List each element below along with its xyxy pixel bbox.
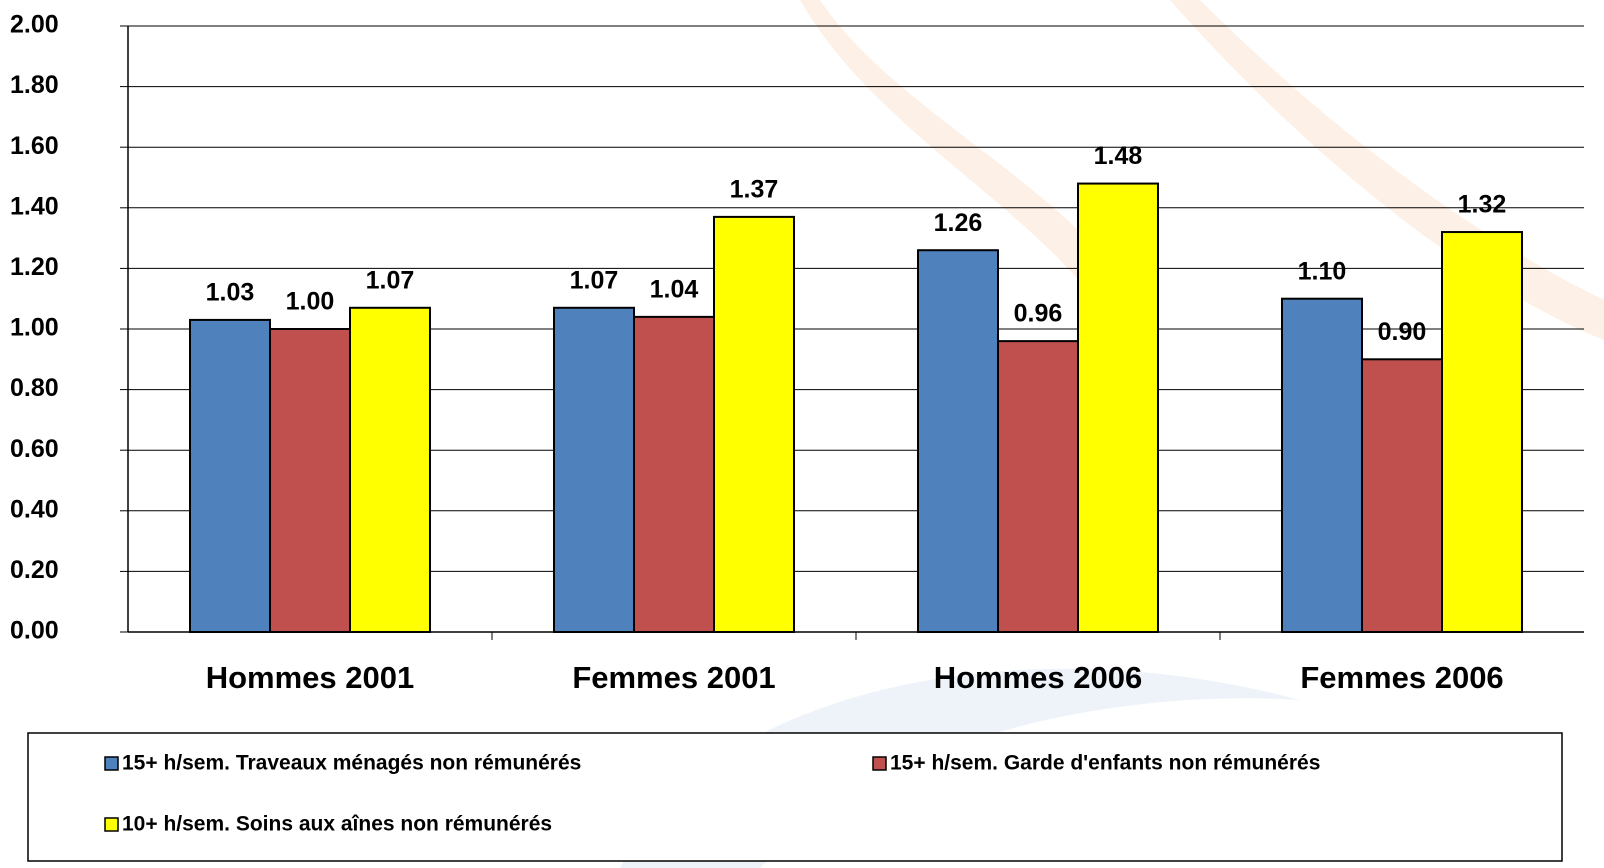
legend-label: 10+ h/sem. Soins aux aînes non rémunérés — [122, 813, 552, 836]
bar — [270, 329, 350, 632]
x-tick-label: Femmes 2001 — [572, 660, 775, 695]
y-tick-label: 2.00 — [10, 11, 59, 39]
y-tick-label: 0.80 — [10, 374, 59, 402]
y-tick-label: 1.40 — [10, 192, 59, 220]
x-tick-label: Hommes 2001 — [206, 660, 415, 695]
bar — [554, 308, 634, 632]
value-label: 1.10 — [1298, 257, 1347, 285]
bar — [918, 250, 998, 632]
bar — [1442, 232, 1522, 632]
bar — [634, 317, 714, 632]
legend-swatch — [873, 757, 886, 770]
bar — [1078, 184, 1158, 632]
bar — [998, 341, 1078, 632]
y-tick-label: 1.80 — [10, 71, 59, 99]
legend-label: 15+ h/sem. Garde d'enfants non rémunérés — [890, 752, 1320, 775]
value-label: 1.07 — [366, 266, 415, 294]
chart: 0.00 0.20 0.40 0.60 0.80 1.00 1.20 1.40 1.60 1.80… — [0, 0, 1604, 868]
value-label: 1.32 — [1458, 191, 1507, 219]
x-tick-label: Femmes 2006 — [1300, 660, 1503, 695]
y-tick-label: 0.00 — [10, 617, 59, 645]
y-tick-label: 1.60 — [10, 132, 59, 160]
value-label: 1.37 — [730, 175, 779, 203]
y-tick-label: 1.20 — [10, 253, 59, 281]
y-tick-label: 0.40 — [10, 495, 59, 523]
legend-swatch — [105, 818, 118, 831]
background-swash — [1170, 0, 1604, 340]
y-tick-label: 0.60 — [10, 435, 59, 463]
y-tick-label: 1.00 — [10, 314, 59, 342]
value-label: 0.90 — [1378, 318, 1427, 346]
value-label: 1.00 — [286, 288, 335, 316]
value-label: 1.04 — [650, 275, 699, 303]
bar — [350, 308, 430, 632]
y-tick-label: 0.20 — [10, 556, 59, 584]
value-label: 1.26 — [934, 209, 983, 237]
page: {"chart_data": {"type": "bar", "categori… — [0, 0, 1604, 868]
bar — [1282, 299, 1362, 632]
value-label: 1.03 — [206, 279, 255, 307]
bar — [190, 320, 270, 632]
bar — [714, 217, 794, 632]
legend-label: 15+ h/sem. Traveaux ménagés non rémunéré… — [122, 752, 581, 775]
bar — [1362, 359, 1442, 632]
value-label: 1.48 — [1094, 142, 1143, 170]
x-tick-label: Hommes 2006 — [934, 660, 1143, 695]
value-label: 1.07 — [570, 266, 619, 294]
value-label: 0.96 — [1014, 300, 1063, 328]
legend-swatch — [105, 757, 118, 770]
